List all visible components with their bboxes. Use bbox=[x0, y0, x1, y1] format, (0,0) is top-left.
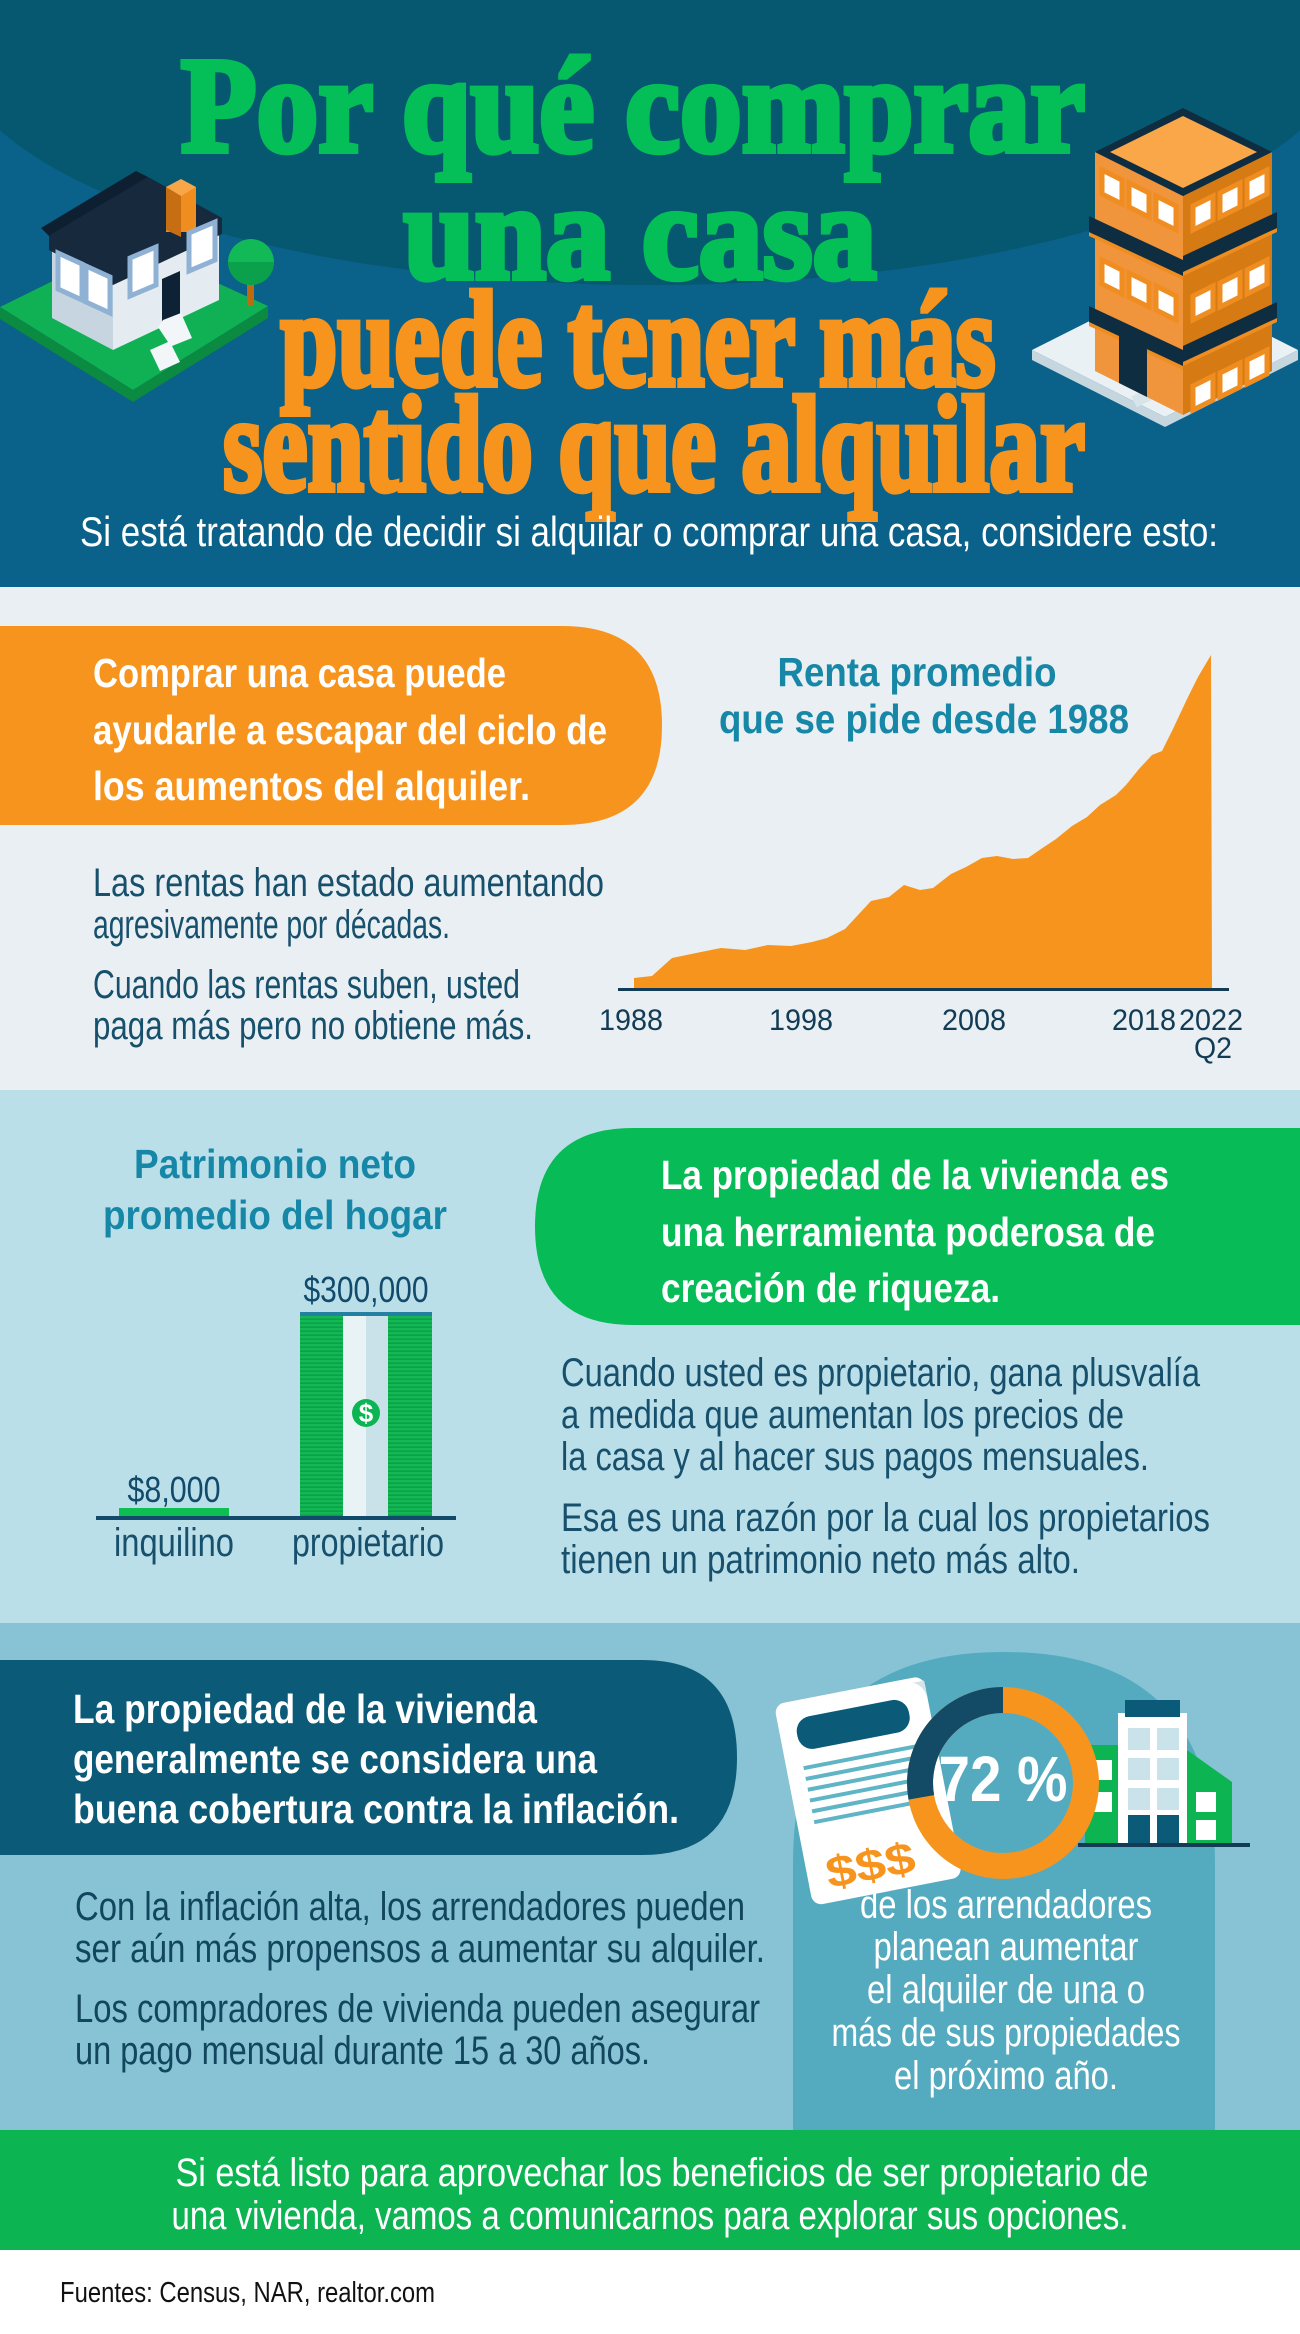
svg-text:Si está tratando de decidir si: Si está tratando de decidir si alquilar … bbox=[80, 508, 1218, 555]
svg-text:una herramienta poderosa de: una herramienta poderosa de bbox=[661, 1209, 1155, 1255]
svg-text:propietario: propietario bbox=[292, 1521, 444, 1565]
svg-text:buena cobertura contra la inf: buena cobertura contra la inflación. bbox=[73, 1786, 679, 1832]
svg-text:una vivienda, vamos a comunic: una vivienda, vamos a comunicarnos para … bbox=[172, 2194, 1129, 2238]
svg-text:Patrimonio neto: Patrimonio neto bbox=[134, 1141, 416, 1187]
svg-text:Cuando usted es propietario, g: Cuando usted es propietario, gana plusva… bbox=[561, 1351, 1201, 1395]
svg-text:que se pide desde 1988: que se pide desde 1988 bbox=[719, 696, 1129, 742]
svg-text:Fuentes: Census, NAR, realtor.: Fuentes: Census, NAR, realtor.com bbox=[60, 2277, 435, 2309]
svg-text:paga más pero no obtiene más.: paga más pero no obtiene más. bbox=[93, 1004, 533, 1048]
svg-text:La propiedad de la vivienda: La propiedad de la vivienda bbox=[73, 1686, 538, 1732]
svg-text:planean aumentar: planean aumentar bbox=[874, 1925, 1139, 1969]
svg-text:sentido que alquilar: sentido que alquilar bbox=[223, 370, 1085, 520]
svg-text:un pago mensual durante 15 a 3: un pago mensual durante 15 a 30 años. bbox=[75, 2029, 650, 2073]
svg-text:Los compradores de vivienda pu: Los compradores de vivienda pueden asegu… bbox=[75, 1987, 760, 2031]
svg-text:promedio del hogar: promedio del hogar bbox=[103, 1192, 447, 1238]
svg-text:de los arrendadores: de los arrendadores bbox=[860, 1883, 1152, 1927]
svg-text:inquilino: inquilino bbox=[114, 1521, 234, 1565]
svg-text:el alquiler de una o: el alquiler de una o bbox=[867, 1968, 1145, 2012]
svg-text:1988: 1988 bbox=[599, 1004, 663, 1037]
svg-text:ser aún más propensos a aument: ser aún más propensos a aumentar su alqu… bbox=[75, 1927, 765, 1971]
svg-text:2008: 2008 bbox=[942, 1004, 1006, 1037]
svg-text:los aumentos del alquiler.: los aumentos del alquiler. bbox=[93, 763, 530, 809]
svg-text:el próximo año.: el próximo año. bbox=[894, 2054, 1118, 2098]
svg-text:Renta promedio: Renta promedio bbox=[778, 649, 1057, 695]
svg-text:tienen un patrimonio neto más: tienen un patrimonio neto más alto. bbox=[561, 1538, 1080, 1582]
svg-text:Las rentas han estado aumentan: Las rentas han estado aumentando bbox=[93, 861, 604, 905]
svg-text:$8,000: $8,000 bbox=[128, 1469, 221, 1510]
svg-text:$: $ bbox=[359, 1398, 374, 1428]
svg-text:2022: 2022 bbox=[1179, 1004, 1243, 1037]
svg-text:1998: 1998 bbox=[769, 1004, 833, 1037]
svg-text:agresivamente por décadas.: agresivamente por décadas. bbox=[93, 903, 450, 947]
svg-text:Por qué comprar: Por qué comprar bbox=[181, 31, 1085, 181]
svg-text:la casa y al hacer sus pagos m: la casa y al hacer sus pagos mensuales. bbox=[561, 1435, 1149, 1479]
svg-text:creación de riqueza.: creación de riqueza. bbox=[661, 1265, 1000, 1311]
svg-text:Con la inflación alta, los arr: Con la inflación alta, los arrendadores … bbox=[75, 1885, 745, 1929]
svg-text:Q2: Q2 bbox=[1194, 1032, 1232, 1065]
svg-text:72 %: 72 % bbox=[939, 1743, 1068, 1815]
svg-text:a medida que aumentan los prec: a medida que aumentan los precios de bbox=[561, 1393, 1124, 1437]
svg-text:La propiedad de la vivienda es: La propiedad de la vivienda es bbox=[661, 1152, 1169, 1198]
svg-text:Comprar una casa puede: Comprar una casa puede bbox=[93, 650, 506, 696]
svg-text:puede tener más: puede tener más bbox=[281, 265, 996, 415]
svg-text:generalmente se considera una: generalmente se considera una bbox=[73, 1736, 598, 1782]
svg-text:2018: 2018 bbox=[1112, 1004, 1176, 1037]
svg-text:más de sus propiedades: más de sus propiedades bbox=[832, 2011, 1181, 2055]
svg-text:Cuando las rentas suben, usted: Cuando las rentas suben, usted bbox=[93, 963, 520, 1007]
svg-text:Esa es una razón por la cual l: Esa es una razón por la cual los propiet… bbox=[561, 1496, 1210, 1540]
svg-text:ayudarle a escapar del ciclo d: ayudarle a escapar del ciclo de bbox=[93, 707, 607, 753]
svg-text:$300,000: $300,000 bbox=[304, 1269, 429, 1310]
svg-text:Si está listo para aprovechar: Si está listo para aprovechar los benefi… bbox=[176, 2151, 1149, 2195]
svg-text:una casa: una casa bbox=[404, 158, 877, 308]
